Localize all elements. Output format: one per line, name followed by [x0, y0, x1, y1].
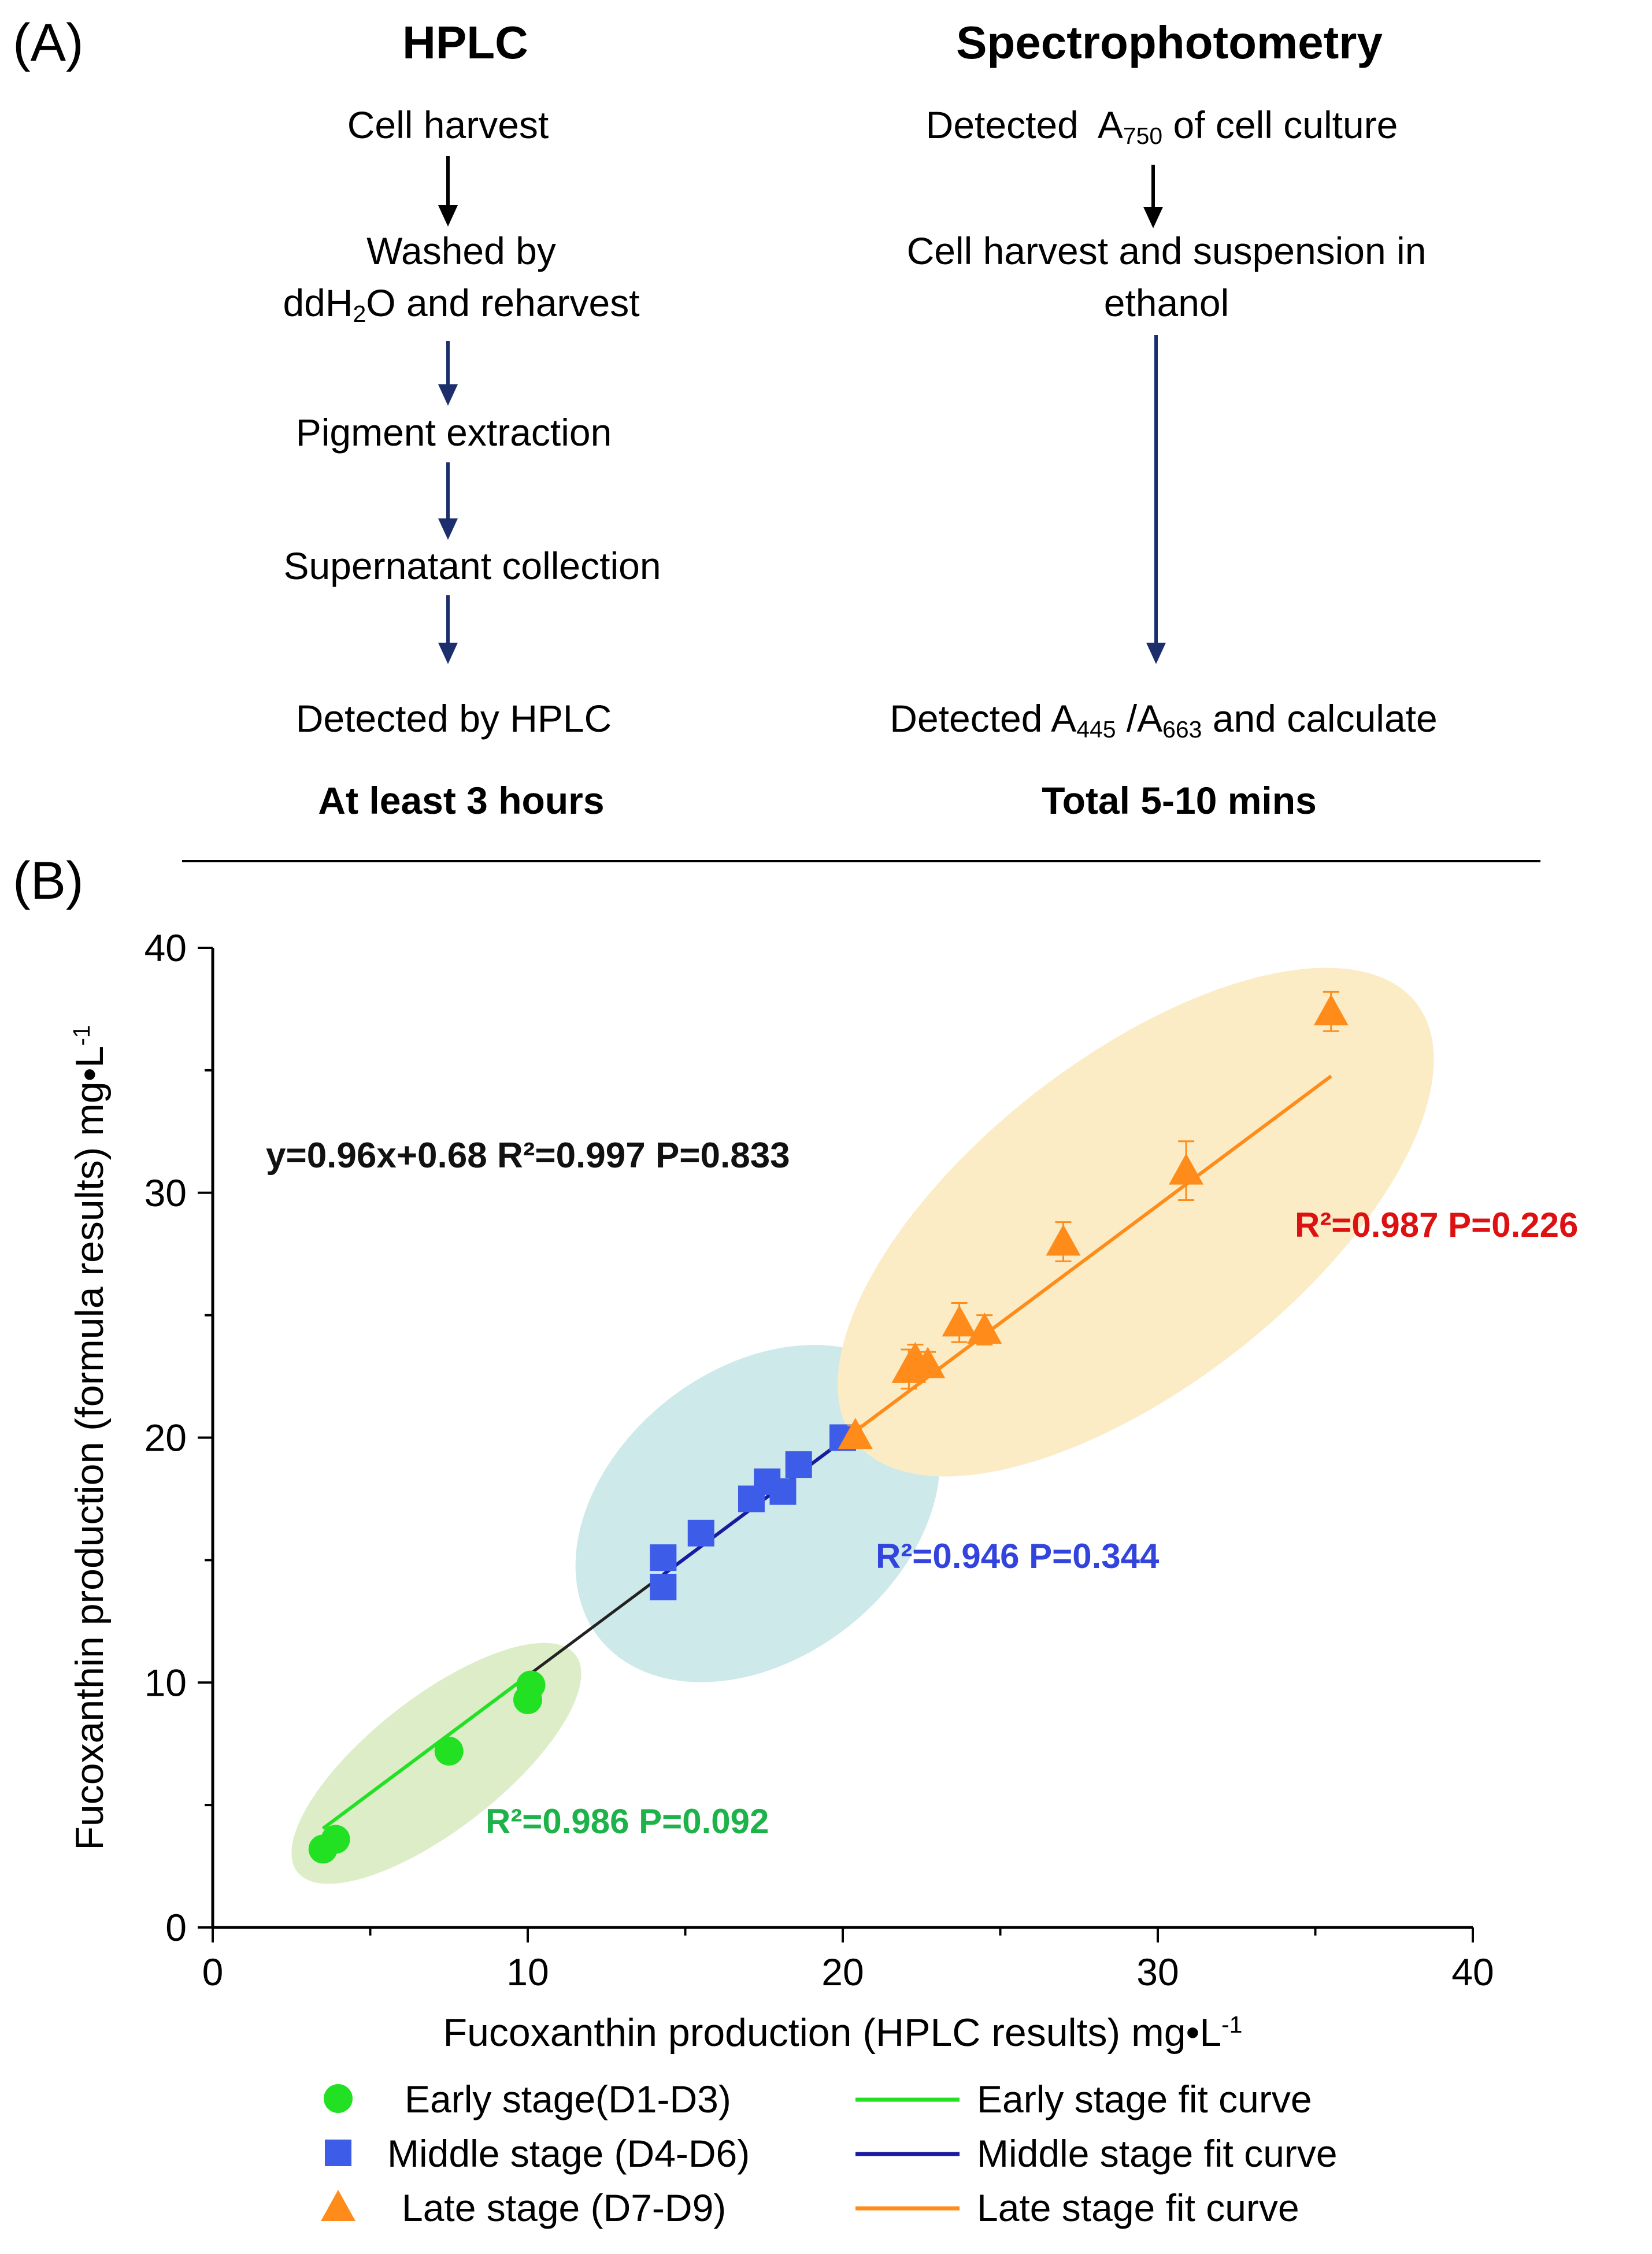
- legend-late-marker: [321, 2190, 355, 2221]
- triangle-point: [967, 1313, 1002, 1344]
- y-tick-label: 10: [145, 1661, 187, 1704]
- hplc-time: At least 3 hours: [318, 779, 605, 822]
- y-tick-label: 40: [145, 926, 187, 969]
- y-axis-label: Fucoxanthin production (formula results)…: [68, 1025, 112, 1850]
- panel-a-arrows: [182, 156, 1540, 862]
- y-tick-label: 0: [165, 1906, 187, 1949]
- hplc-step-pigment-extraction: Pigment extraction: [295, 411, 612, 454]
- x-axis-label: Fucoxanthin production (HPLC results) mg…: [443, 2011, 1243, 2055]
- r2-late: R²=0.987 P=0.226: [1295, 1206, 1578, 1244]
- square-point: [785, 1451, 812, 1478]
- circle-point: [516, 1670, 546, 1700]
- x-tick-label: 20: [821, 1951, 864, 1993]
- spectro-step-harvest-line1: Cell harvest and suspension in: [906, 229, 1427, 272]
- spectro-step-harvest-line2: ethanol: [1103, 281, 1229, 324]
- spectro-step-detected: Detected A445 /A663 and calculate: [890, 697, 1438, 743]
- triangle-point: [1169, 1153, 1204, 1185]
- square-point: [650, 1573, 677, 1600]
- arrow-spectro-1: [1143, 165, 1163, 228]
- overall-equation: y=0.96x+0.68 R²=0.997 P=0.833: [266, 1136, 790, 1176]
- triangle-point: [910, 1347, 946, 1378]
- legend-middle-marker: [325, 2140, 351, 2166]
- circle-point: [434, 1736, 464, 1766]
- square-point: [687, 1519, 714, 1547]
- legend-late-marker-label: Late stage (D7-D9): [402, 2186, 726, 2229]
- arrow-spectro-2: [1146, 335, 1166, 664]
- spectro-step-a750: Detected A750 of cell culture: [925, 103, 1398, 150]
- triangle-point: [942, 1305, 977, 1337]
- legend-middle-marker-label: Middle stage (D4-D6): [387, 2132, 750, 2175]
- arrow-hplc-4: [438, 595, 458, 664]
- r2-middle: R²=0.946 P=0.344: [876, 1537, 1160, 1575]
- scatter-chart: 0 10 20 30 40 0 10 20 30 40 Fucoxanthin production…: [68, 926, 1578, 2229]
- triangle-point: [1313, 994, 1349, 1026]
- x-tick-label: 0: [202, 1951, 224, 1993]
- legend-early-marker: [324, 2084, 353, 2113]
- x-tick-label: 30: [1136, 1951, 1179, 1993]
- spectro-heading: Spectrophotometry: [956, 17, 1383, 68]
- hplc-step-cell-harvest: Cell harvest: [347, 103, 549, 146]
- early-fit-line: [321, 1671, 532, 1830]
- legend-early-marker-label: Early stage(D1-D3): [405, 2078, 731, 2120]
- legend-late-fit-label: Late stage fit curve: [977, 2186, 1299, 2229]
- x-tick-label: 10: [506, 1951, 549, 1993]
- arrow-hplc-1: [438, 156, 458, 227]
- triangle-point: [838, 1418, 873, 1449]
- hplc-step-washed: Washed by: [366, 229, 556, 272]
- hplc-step-supernatant: Supernatant collection: [283, 544, 661, 587]
- x-tick-label: 40: [1451, 1951, 1494, 1993]
- ellipse-early: [291, 1643, 581, 1884]
- arrow-hplc-2: [438, 341, 458, 406]
- arrow-hplc-3: [438, 462, 458, 540]
- square-point: [650, 1544, 677, 1571]
- panel-b-label: (B): [13, 851, 84, 910]
- r2-early: R²=0.986 P=0.092: [486, 1802, 769, 1841]
- y-tick-label: 30: [145, 1172, 187, 1214]
- hplc-step-reharvest: ddH2O and reharvest: [283, 281, 640, 328]
- circle-point: [321, 1825, 350, 1854]
- panel-a-label: (A): [13, 13, 84, 72]
- hplc-heading: HPLC: [402, 17, 528, 68]
- hplc-step-detected: Detected by HPLC: [295, 697, 612, 740]
- square-point: [769, 1478, 797, 1505]
- spectro-time: Total 5-10 mins: [1042, 779, 1317, 822]
- legend-middle-fit-label: Middle stage fit curve: [977, 2132, 1338, 2175]
- triangle-point: [1046, 1224, 1081, 1256]
- y-tick-label: 20: [145, 1417, 187, 1459]
- legend-early-fit-label: Early stage fit curve: [977, 2078, 1312, 2120]
